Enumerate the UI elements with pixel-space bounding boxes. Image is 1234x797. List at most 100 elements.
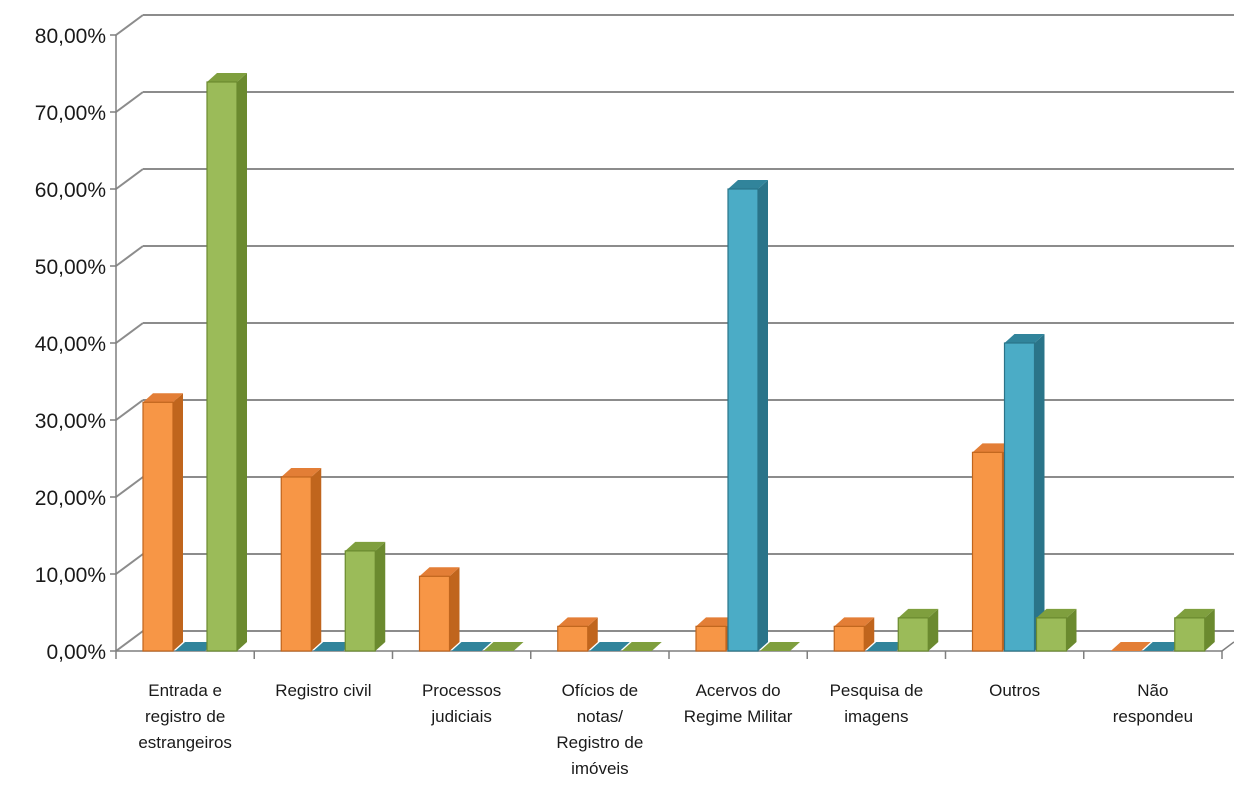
bar [1035, 608, 1077, 652]
bar [621, 642, 662, 651]
bar-top [281, 467, 322, 477]
y-axis-tick-labels: 0,00% 10,00% 20,00% 30,00% 40,00% 50,00% 60,00… [35, 25, 106, 664]
bar-front [1003, 342, 1036, 652]
bar-top [345, 541, 386, 551]
bar-front [727, 188, 759, 652]
x-axis-tick-labels: Entrada e registro de estrangeiros Registro… [138, 681, 1193, 778]
bar-front [833, 625, 865, 652]
gridline-depth [115, 476, 144, 498]
bar [866, 642, 907, 651]
bar-front [206, 81, 238, 652]
bar [1174, 608, 1215, 652]
bar-top [1174, 608, 1215, 618]
gridlines [115, 14, 1234, 652]
bar [280, 467, 322, 652]
bar-side [1066, 608, 1077, 651]
floor-edge [1221, 641, 1234, 652]
bar-front [1035, 617, 1068, 652]
x-tick-label: Ofícios de notas/Registro de imóveis [556, 681, 643, 778]
bar-front [418, 575, 451, 652]
x-tick-label: Pesquisa de imagens [830, 681, 924, 726]
gridline-depth [115, 399, 144, 421]
bar-top [898, 608, 939, 618]
bar-front [897, 617, 929, 652]
y-tick-label: 30,00% [35, 410, 106, 433]
y-tick-label: 0,00% [46, 641, 106, 664]
y-tick-label: 20,00% [35, 487, 106, 510]
bar [1142, 642, 1183, 651]
bar [1110, 642, 1151, 651]
bar-side [1204, 608, 1215, 651]
bar [760, 642, 800, 651]
bar-side [587, 617, 598, 651]
bar [142, 393, 183, 652]
bar-side [1034, 334, 1045, 651]
y-tick-label: 50,00% [35, 256, 106, 279]
gridline-depth [115, 14, 144, 36]
bar-side [758, 180, 768, 651]
bar-zero-slab [175, 642, 215, 651]
x-tick-label: Entrada e registro de estrangeiros [138, 681, 232, 752]
bar-zero-slab [483, 642, 524, 651]
bar-zero-slab [1110, 642, 1151, 651]
y-tick-label: 10,00% [35, 564, 106, 587]
bar [175, 642, 215, 651]
bar [897, 608, 939, 652]
bar-top [143, 393, 183, 403]
x-tick-label: Processos judiciais [422, 681, 501, 726]
bar-side [173, 393, 183, 651]
bar [313, 642, 354, 651]
bar [483, 642, 524, 651]
axes [110, 34, 1234, 659]
bar-top [557, 617, 598, 627]
gridline-depth [115, 322, 144, 344]
bar [344, 541, 386, 652]
bar-side [237, 72, 247, 652]
x-tick-label: Outros [989, 681, 1040, 700]
bar-side [928, 608, 939, 651]
bar-top [1036, 608, 1077, 618]
bar-zero-slab [760, 642, 800, 651]
bar [589, 642, 630, 651]
y-tick-label: 40,00% [35, 333, 106, 356]
gridline-depth [115, 245, 144, 267]
bar [833, 617, 875, 652]
x-tick-label: Registro civil [275, 681, 371, 700]
bar-front [1174, 617, 1206, 652]
bar [1003, 334, 1045, 652]
bar-top [696, 617, 736, 627]
y-tick-label: 70,00% [35, 102, 106, 125]
bar-side [375, 541, 386, 651]
bar-side [864, 617, 875, 651]
bar-front [142, 401, 174, 652]
bar-zero-slab [621, 642, 662, 651]
gridline-depth [115, 168, 144, 190]
bar [206, 72, 247, 652]
bar-zero-slab [866, 642, 907, 651]
x-tick-label: Acervos do Regime Militar [684, 681, 793, 726]
bar [557, 617, 598, 652]
bar-top [1004, 334, 1045, 343]
bar-front [971, 451, 1004, 652]
bar-front [557, 625, 589, 652]
bar-zero-slab [589, 642, 630, 651]
bar-zero-slab [451, 642, 492, 651]
bar-front [695, 625, 727, 652]
bar-front [344, 550, 376, 652]
bar [418, 567, 460, 652]
bar [451, 642, 492, 651]
gridline-depth [115, 553, 144, 575]
bar-top [207, 72, 247, 82]
x-tick-label: Não respondeu [1113, 681, 1193, 726]
bar [727, 180, 768, 652]
bar-zero-slab [1142, 642, 1183, 651]
y-tick-label: 80,00% [35, 25, 106, 48]
gridline-depth [115, 91, 144, 113]
bar-side [311, 467, 322, 651]
y-tick-label: 60,00% [35, 179, 106, 202]
bar-top [728, 180, 768, 189]
gridline-depth [115, 630, 144, 652]
bar-side [449, 567, 460, 651]
